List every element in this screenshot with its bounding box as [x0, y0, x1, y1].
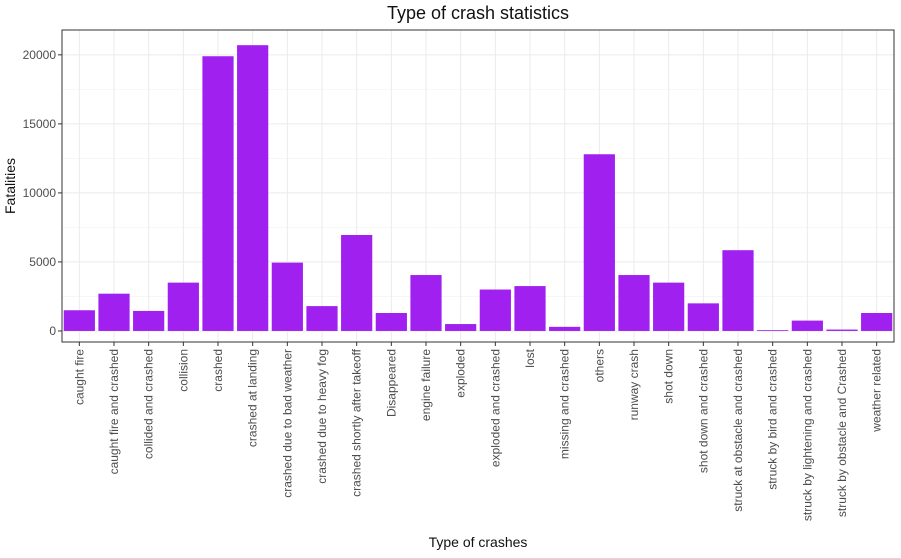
x-tick-label: exploded and crashed [488, 349, 502, 467]
bar [791, 320, 823, 331]
bar [687, 303, 719, 331]
x-tick-label: struck by bird and crashed [766, 349, 780, 490]
bar [583, 154, 615, 331]
x-tick-label: struck by lightening and crashed [800, 349, 814, 521]
bar [98, 293, 130, 331]
bar [514, 286, 546, 331]
bar [653, 282, 685, 331]
bar [202, 56, 234, 331]
plot-panel [62, 30, 894, 342]
x-tick-label: collided and crashed [142, 349, 156, 459]
bar [549, 326, 581, 331]
x-tick-label: shot down [662, 349, 676, 404]
y-tick-label: 5000 [29, 255, 56, 269]
bar [826, 329, 858, 331]
x-tick-label: caught fire and crashed [107, 349, 121, 474]
x-tick-label: others [592, 349, 606, 382]
x-tick-label: crashed at landing [246, 349, 260, 447]
x-tick-label: crashed due to heavy fog [315, 349, 329, 484]
y-tick-label: 0 [49, 324, 56, 338]
x-axis-title: Type of crashes [428, 534, 528, 550]
y-tick-label: 10000 [23, 186, 57, 200]
chart-title: Type of crash statistics [386, 3, 570, 23]
x-tick-label: caught fire [72, 349, 86, 405]
bar [306, 306, 338, 331]
x-tick-label: crashed due to bad weather [280, 349, 294, 498]
x-tick-label: shot down and crashed [696, 349, 710, 473]
bar [237, 45, 269, 331]
bar [618, 275, 650, 331]
bar [479, 289, 511, 331]
bar [63, 310, 95, 331]
x-tick-label: engine failure [419, 349, 433, 421]
bar [271, 262, 303, 331]
x-tick-label: missing and crashed [558, 349, 572, 459]
x-tick-label: lost [523, 348, 537, 367]
bar [757, 330, 789, 331]
bar [861, 313, 893, 331]
x-tick-label: weather related [870, 349, 884, 433]
bar [167, 282, 199, 331]
bar [133, 310, 165, 331]
x-tick-label: struck by obstacle and Crashed [835, 349, 849, 517]
x-tick-label: struck at obstacle and crashed [731, 349, 745, 512]
y-axis-title: Fatalities [2, 157, 18, 215]
plot-border [61, 29, 895, 343]
x-tick-label: crashed [211, 349, 225, 392]
bar [341, 235, 373, 331]
bar [445, 324, 477, 331]
x-tick-label: exploded [454, 349, 468, 398]
x-tick-label: crashed shortly after takeoff [350, 348, 364, 497]
bar [410, 275, 442, 331]
y-tick-label: 15000 [23, 117, 57, 131]
x-tick-label: collision [176, 349, 190, 392]
bar [375, 313, 407, 331]
bar [722, 250, 754, 331]
y-tick-label: 20000 [23, 48, 57, 62]
x-tick-label: runway crash [627, 349, 641, 420]
x-tick-label: Disappeared [384, 349, 398, 417]
